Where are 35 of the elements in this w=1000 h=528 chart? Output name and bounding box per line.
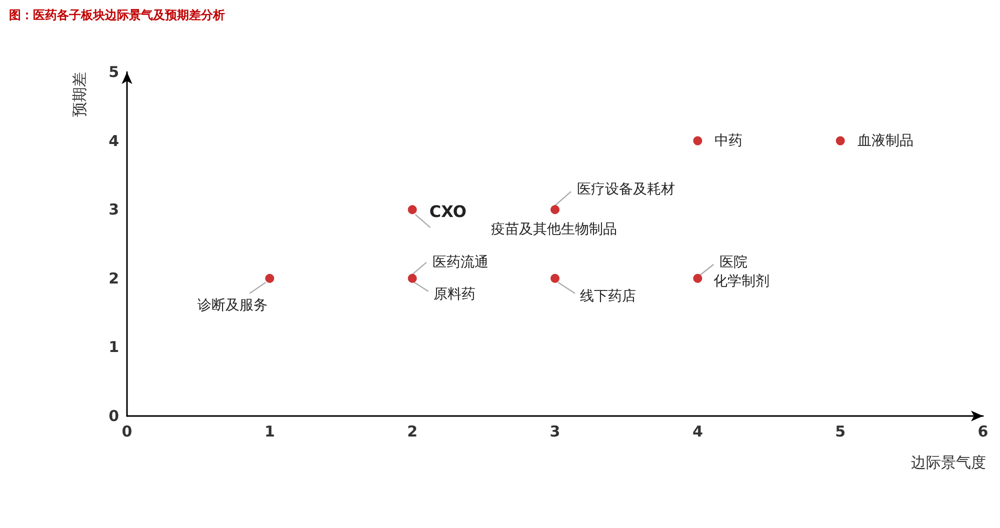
- point: [550, 205, 560, 214]
- x-tick-label: 4: [692, 422, 703, 440]
- annotation: 医疗设备及耗材: [577, 182, 675, 198]
- point: [836, 136, 845, 146]
- annotation: 疫苗及其他生物制品: [491, 222, 617, 238]
- y-tick-label: 2: [108, 269, 119, 288]
- annotation: 血液制品: [857, 132, 914, 149]
- point: [693, 274, 702, 283]
- y-tick-label: 5: [108, 63, 119, 81]
- y-tick-label: 4: [108, 132, 119, 150]
- y-axis-title: 预期差: [70, 72, 88, 117]
- x-tick-label: 6: [978, 422, 988, 440]
- annotation: 线下药店: [580, 288, 636, 304]
- x-tick-label: 1: [264, 422, 275, 440]
- annotation: 诊断及服务: [198, 297, 268, 314]
- annotation: 化学制剂: [714, 273, 770, 290]
- y-tick-label: 1: [108, 338, 119, 356]
- y-tick-label: 0: [108, 407, 119, 425]
- point: [265, 274, 274, 283]
- point: [408, 274, 417, 283]
- x-tick-label: 5: [835, 422, 846, 440]
- annotation: CXO: [429, 202, 466, 222]
- annotation: 原料药: [433, 286, 476, 302]
- x-tick-label: 0: [122, 422, 132, 440]
- point: [408, 205, 417, 214]
- annotation: 医院: [720, 254, 748, 270]
- y-tick-label: 3: [108, 200, 119, 219]
- annotation: 医药流通: [432, 254, 488, 270]
- chart-title: 图：医药各子板块边际景气及预期差分析: [9, 8, 225, 22]
- x-tick-label: 2: [407, 422, 418, 440]
- point: [693, 136, 702, 146]
- x-tick-label: 3: [550, 422, 560, 440]
- annotation: 中药: [714, 132, 743, 149]
- x-axis-title: 边际景气度: [911, 454, 986, 472]
- point: [550, 274, 560, 283]
